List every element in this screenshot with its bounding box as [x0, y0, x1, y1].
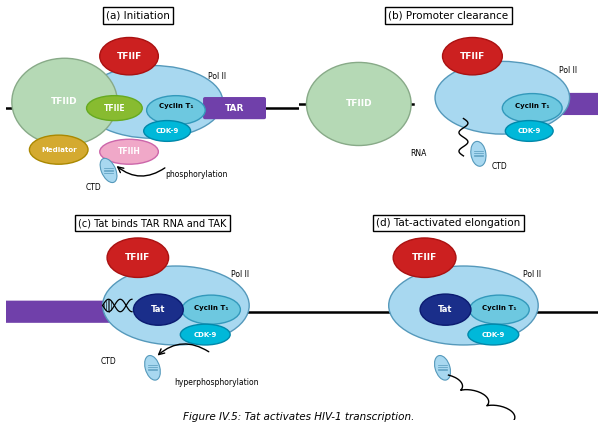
Ellipse shape	[468, 324, 518, 345]
Ellipse shape	[145, 355, 160, 380]
Text: CDK-9: CDK-9	[517, 128, 541, 134]
Ellipse shape	[100, 37, 158, 75]
Ellipse shape	[87, 96, 142, 120]
Text: Pol II: Pol II	[231, 270, 249, 279]
FancyBboxPatch shape	[204, 98, 266, 118]
Text: TFIID: TFIID	[346, 100, 372, 109]
Text: Pol II: Pol II	[559, 66, 577, 75]
Text: CDK-9: CDK-9	[155, 128, 179, 134]
Text: TFIIF: TFIIF	[125, 253, 151, 262]
Ellipse shape	[471, 141, 486, 166]
Text: TFIIF: TFIIF	[412, 253, 437, 262]
Text: Tat: Tat	[438, 305, 453, 314]
FancyBboxPatch shape	[462, 94, 598, 114]
Text: (d) Tat-activated elongation: (d) Tat-activated elongation	[376, 218, 521, 228]
Text: phosphorylation: phosphorylation	[165, 170, 228, 179]
Ellipse shape	[107, 238, 169, 277]
Ellipse shape	[144, 120, 191, 141]
Ellipse shape	[182, 295, 240, 324]
Ellipse shape	[502, 94, 562, 123]
Ellipse shape	[469, 295, 529, 324]
Ellipse shape	[420, 294, 471, 325]
Text: Pol II: Pol II	[208, 73, 226, 81]
Text: TFIIH: TFIIH	[118, 147, 141, 156]
Text: TFIID: TFIID	[51, 98, 78, 106]
Ellipse shape	[12, 58, 117, 145]
Ellipse shape	[307, 62, 411, 145]
Text: TAR: TAR	[225, 103, 244, 113]
Text: Mediator: Mediator	[41, 147, 77, 153]
Ellipse shape	[82, 66, 223, 138]
Text: CTD: CTD	[100, 357, 117, 366]
Ellipse shape	[29, 135, 88, 164]
FancyBboxPatch shape	[5, 301, 130, 322]
Ellipse shape	[393, 238, 456, 277]
Text: CDK-9: CDK-9	[481, 332, 505, 338]
Text: RNA: RNA	[410, 149, 427, 158]
Ellipse shape	[389, 266, 538, 345]
Text: Tat: Tat	[151, 305, 166, 314]
Text: TFIIF: TFIIF	[117, 52, 142, 61]
Text: hyperphosphorylation: hyperphosphorylation	[175, 378, 259, 387]
Text: Cyclin T₁: Cyclin T₁	[482, 304, 517, 310]
Text: Pol II: Pol II	[523, 270, 541, 279]
Text: (a) Initiation: (a) Initiation	[106, 11, 170, 20]
Ellipse shape	[505, 120, 553, 141]
Ellipse shape	[435, 61, 569, 134]
Text: Cyclin T₁: Cyclin T₁	[194, 304, 228, 310]
Text: Figure IV.5: Tat activates HIV-1 transcription.: Figure IV.5: Tat activates HIV-1 transcr…	[184, 412, 414, 422]
Text: (b) Promoter clearance: (b) Promoter clearance	[389, 11, 508, 20]
Text: Cyclin T₁: Cyclin T₁	[515, 103, 550, 109]
Ellipse shape	[100, 158, 117, 183]
Text: Cyclin T₁: Cyclin T₁	[158, 103, 193, 109]
Ellipse shape	[147, 96, 205, 125]
Ellipse shape	[435, 355, 450, 380]
Text: (c) Tat binds TAR RNA and TAK: (c) Tat binds TAR RNA and TAK	[78, 218, 227, 228]
Text: CTD: CTD	[492, 162, 507, 171]
Text: TFIIE: TFIIE	[103, 103, 125, 113]
Ellipse shape	[133, 294, 183, 325]
Text: CTD: CTD	[86, 183, 102, 192]
Text: TFIIF: TFIIF	[460, 52, 485, 61]
Ellipse shape	[100, 139, 158, 164]
Ellipse shape	[181, 324, 230, 345]
Ellipse shape	[103, 266, 249, 345]
Ellipse shape	[443, 37, 502, 75]
Text: CDK-9: CDK-9	[194, 332, 217, 338]
